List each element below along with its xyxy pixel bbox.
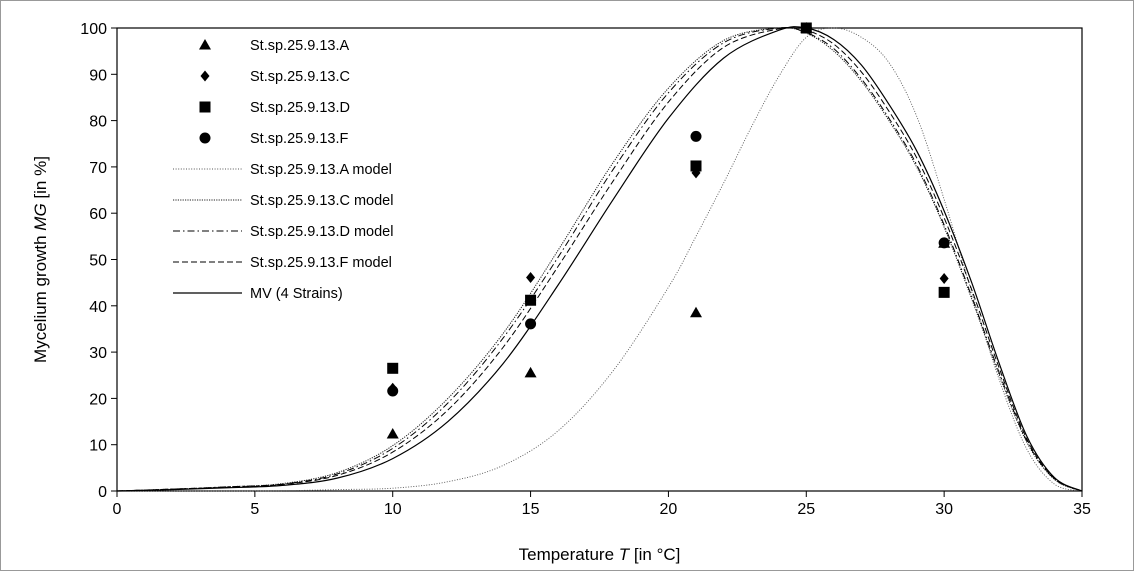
y-tick-label: 70 — [89, 160, 107, 177]
point-triangle-3 — [690, 306, 702, 318]
model-lines — [116, 26, 1083, 492]
model-line-4 — [116, 26, 1083, 492]
point-square-5 — [938, 286, 950, 298]
x-axis-label-unit: [in °C] — [629, 545, 680, 564]
y-axis-label-unit: [in %] — [31, 156, 50, 203]
y-tick-label: 90 — [89, 67, 107, 84]
y-axis-label-prefix: Mycelium growth — [31, 231, 50, 363]
point-triangle-1 — [386, 428, 399, 439]
point-circle-1 — [387, 385, 399, 397]
y-tick-label: 60 — [89, 206, 107, 223]
legend: St.sp.25.9.13.A St.sp.25.9.13.C St.sp.25.9… — [173, 38, 393, 302]
point-circle-2 — [525, 318, 537, 330]
point-diamond-5 — [939, 272, 949, 284]
point-triangle-2 — [524, 366, 537, 378]
legend-label: St.sp.25.9.13.A model — [250, 162, 392, 178]
legend-label: St.sp.25.9.13.D — [250, 100, 350, 116]
y-tick-label: 0 — [98, 484, 107, 501]
legend-label: St.sp.25.9.13.F model — [250, 255, 392, 271]
y-tick-label: 80 — [89, 114, 107, 131]
x-tick-label: 0 — [113, 501, 122, 518]
legend-marker-square — [199, 101, 211, 113]
point-circle-4 — [800, 22, 812, 34]
y-tick-label: 50 — [89, 253, 107, 270]
legend-label: St.sp.25.9.13.D model — [250, 224, 393, 240]
data-points — [386, 22, 951, 439]
y-tick-label: 30 — [89, 345, 107, 362]
legend-marker-triangle — [199, 39, 211, 50]
legend-label: St.sp.25.9.13.F — [250, 131, 348, 147]
y-tick-label: 10 — [89, 438, 107, 455]
point-circle-5 — [938, 237, 950, 249]
legend-label: St.sp.25.9.13.C model — [250, 193, 393, 209]
y-tick-label: 100 — [80, 21, 107, 38]
x-axis-label-variable: T — [619, 545, 631, 564]
x-tick-label: 10 — [384, 501, 402, 518]
x-axis-ticks: 0 5 10 15 20 25 30 35 — [113, 491, 1091, 518]
y-axis-ticks: 0 10 20 30 40 50 60 70 80 90 100 — [80, 21, 117, 501]
y-tick-label: 20 — [89, 391, 107, 408]
model-line-5 — [116, 26, 1083, 492]
x-tick-label: 5 — [250, 501, 259, 518]
y-axis-label: Mycelium growth MG [in %] — [31, 156, 50, 363]
x-tick-label: 35 — [1073, 501, 1091, 518]
x-tick-label: 25 — [797, 501, 815, 518]
point-square-3 — [690, 160, 702, 172]
model-line-3 — [116, 27, 1083, 492]
point-circle-3 — [690, 130, 702, 142]
x-tick-label: 15 — [522, 501, 540, 518]
legend-label: St.sp.25.9.13.A — [250, 38, 349, 54]
legend-marker-circle — [199, 132, 211, 144]
y-tick-label: 40 — [89, 299, 107, 316]
legend-label: MV (4 Strains) — [250, 286, 343, 302]
point-diamond-2 — [526, 272, 536, 284]
x-tick-label: 20 — [660, 501, 678, 518]
legend-label: St.sp.25.9.13.C — [250, 69, 350, 85]
point-square-2 — [525, 294, 537, 306]
legend-marker-diamond — [200, 70, 210, 82]
y-axis-label-variable: MG — [31, 203, 50, 230]
x-axis-label-prefix: Temperature — [519, 545, 619, 564]
point-square-1 — [387, 362, 399, 374]
x-tick-label: 30 — [935, 501, 953, 518]
model-line-2 — [116, 27, 1083, 492]
x-axis-label: Temperature T [in °C] — [519, 545, 681, 564]
